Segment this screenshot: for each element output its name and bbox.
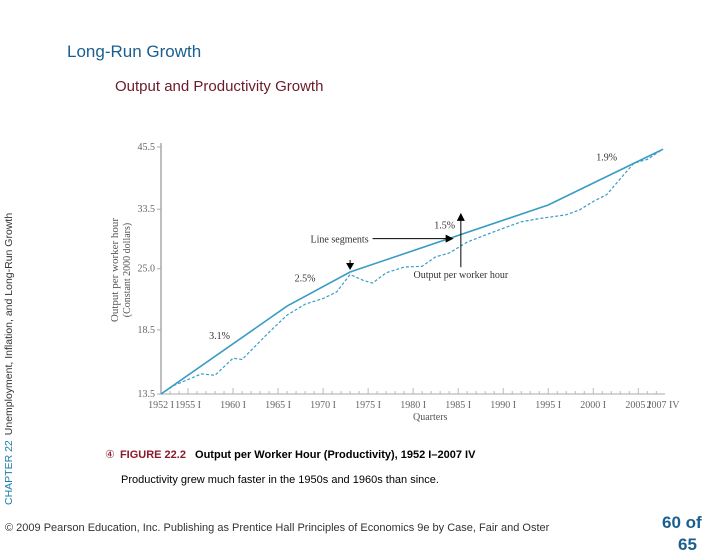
- y-tick-label: 45.5: [138, 142, 156, 153]
- x-tick-label: 1960 I: [220, 400, 246, 411]
- line-segments-label: Line segments: [311, 235, 369, 246]
- x-tick-label: 1970 I: [310, 400, 336, 411]
- page-total: 65: [678, 534, 702, 556]
- figure-caption: ④ FIGURE 22.2 Output per Worker Hour (Pr…: [105, 448, 475, 461]
- arrow-up-icon: [457, 213, 465, 221]
- page-current: 60 of: [662, 512, 702, 534]
- growth-rate-label: 2.5%: [295, 273, 316, 284]
- y-tick-label: 25.0: [138, 264, 156, 275]
- x-tick-label: 2007 IV: [646, 400, 680, 411]
- growth-rate-label: 1.9%: [596, 152, 617, 163]
- y-tick-label: 33.5: [138, 204, 156, 215]
- arrow-right-icon: [446, 235, 454, 243]
- y-axis-subtitle: (Constant 2000 dollars): [122, 223, 133, 317]
- page-number: 60 of 65: [662, 512, 702, 556]
- growth-rate-label: 1.5%: [434, 220, 455, 231]
- y-tick-label: 18.5: [138, 325, 156, 336]
- x-tick-label: 1965 I: [265, 400, 291, 411]
- figure-description: Productivity grew much faster in the 195…: [121, 474, 439, 486]
- figure-number: FIGURE 22.2: [120, 449, 186, 461]
- y-axis-title: Output per worker hour: [109, 218, 121, 323]
- arrow-down-icon: [346, 263, 354, 270]
- output-per-worker-hour-label: Output per worker hour: [413, 270, 508, 281]
- figure-title: Output per Worker Hour (Productivity), 1…: [195, 449, 475, 461]
- chart-axes: [161, 143, 665, 394]
- x-tick-label: 1952 I: [148, 400, 174, 411]
- x-tick-label: 2000 I: [580, 400, 606, 411]
- x-tick-label: 1990 I: [490, 400, 516, 411]
- x-tick-label: 1975 I: [355, 400, 381, 411]
- y-tick-label: 13.5: [138, 389, 156, 400]
- y-axis-title-group: Output per worker hour (Constant 2000 do…: [109, 218, 133, 323]
- y-ticks: 13.5 18.5 25.0 33.5 45.5: [138, 142, 162, 400]
- series-line-segments: [161, 149, 663, 394]
- chart-series: [161, 149, 663, 394]
- growth-rate-label: 3.1%: [209, 331, 230, 342]
- figure-bullet-icon: ④: [105, 449, 115, 461]
- chart-annotations: 3.1% 2.5% 1.5% 1.9% Line segments Output per …: [209, 152, 617, 342]
- footer-copyright: © 2009 Pearson Education, Inc. Publishin…: [5, 522, 549, 534]
- x-tick-label: 1985 I: [445, 400, 471, 411]
- x-tick-label: 1955 I: [175, 400, 201, 411]
- x-tick-label: 1995 I: [535, 400, 561, 411]
- x-tick-label: 1980 I: [400, 400, 426, 411]
- x-axis-title: Quarters: [413, 412, 448, 423]
